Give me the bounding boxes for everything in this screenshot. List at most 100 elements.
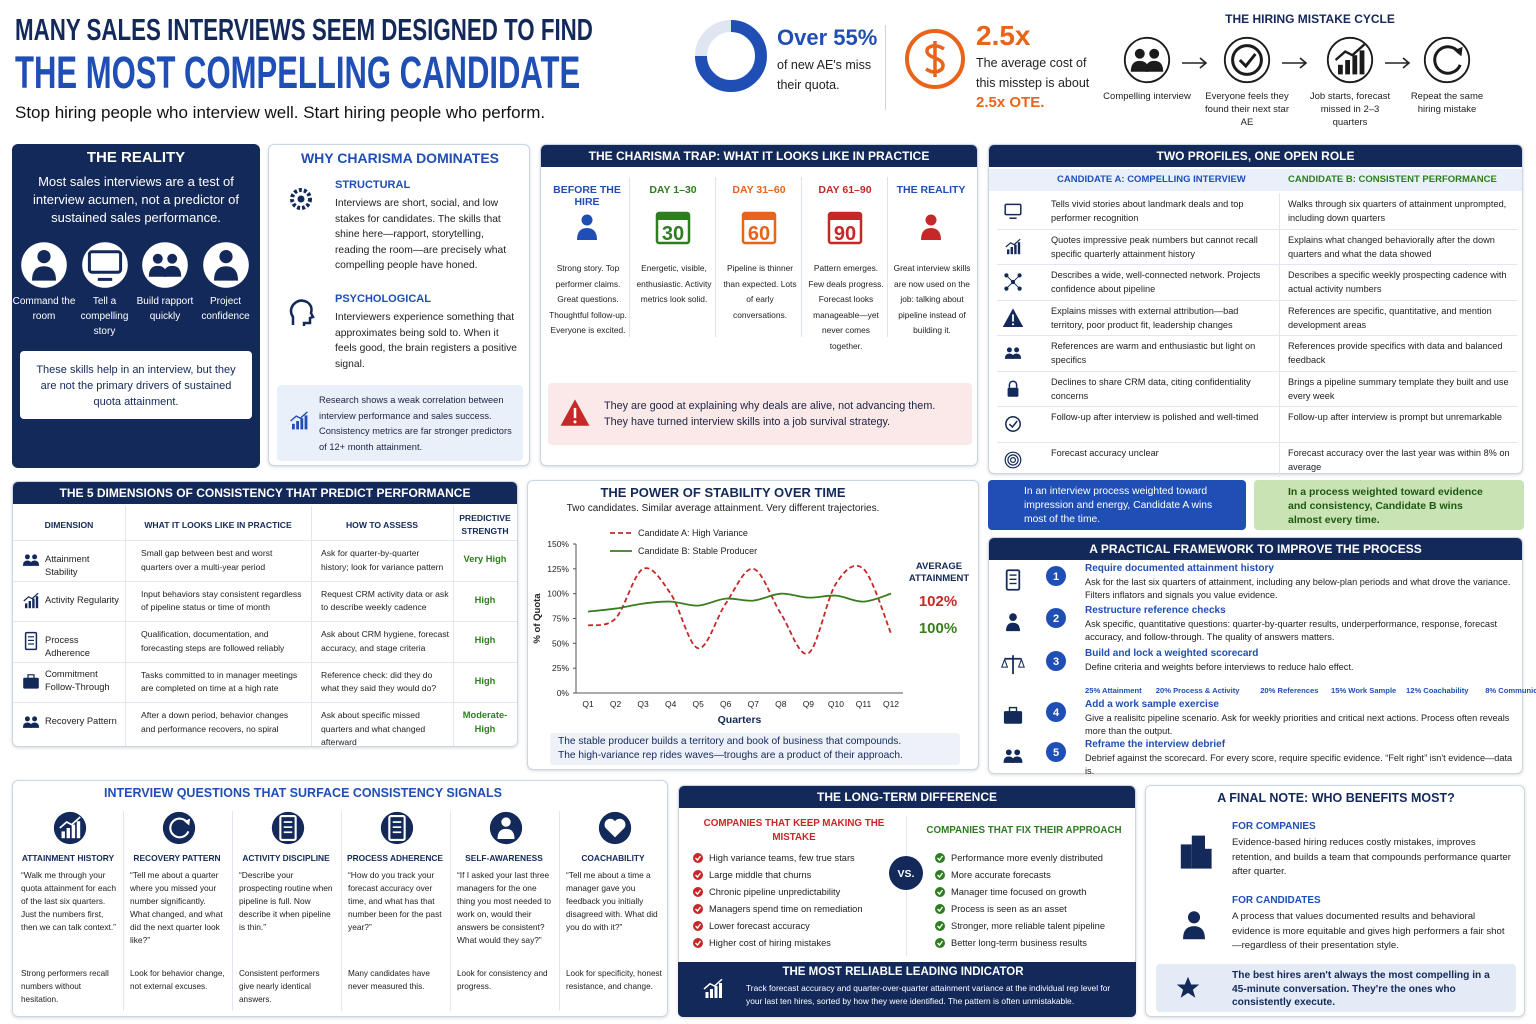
icon bbox=[1326, 36, 1374, 84]
stat-big: 2.5x bbox=[976, 20, 1031, 51]
icon-part bbox=[30, 560, 40, 566]
question-heading: RECOVERY PATTERN bbox=[133, 853, 221, 863]
icon bbox=[289, 299, 315, 326]
row-divider bbox=[13, 702, 517, 703]
icon-part bbox=[501, 817, 511, 827]
bullet bbox=[693, 904, 703, 914]
icon-part bbox=[1205, 848, 1212, 869]
bullet-dot bbox=[693, 870, 703, 880]
icon bbox=[577, 214, 597, 240]
step-number: 4 bbox=[1053, 707, 1060, 719]
icon bbox=[1423, 36, 1471, 84]
icon-part bbox=[32, 266, 56, 281]
profile-a: Declines to share CRM data, citing confi… bbox=[1051, 376, 1251, 401]
step-text: Ask for the last six quarters of attainm… bbox=[1085, 577, 1511, 600]
item-heading: PSYCHOLOGICAL bbox=[335, 293, 431, 305]
icon bbox=[703, 978, 723, 998]
badge-bg bbox=[1046, 651, 1066, 671]
icon-part bbox=[581, 214, 593, 226]
x-tick-label: Q3 bbox=[637, 699, 649, 709]
dollar-ring bbox=[905, 29, 965, 89]
icon-bg bbox=[489, 811, 523, 845]
icon-part bbox=[1010, 456, 1016, 463]
icon-part bbox=[1345, 60, 1350, 75]
vs-badge: VS. bbox=[889, 856, 923, 890]
question-note: Look for behavior change, not external e… bbox=[130, 969, 225, 991]
icon-part bbox=[1134, 48, 1145, 59]
icon-part bbox=[1187, 911, 1201, 924]
verdict-text: In an interview process weighted toward … bbox=[1024, 486, 1213, 525]
icon-part bbox=[23, 592, 39, 601]
bullet-dot bbox=[693, 938, 703, 948]
dollar-glyph bbox=[925, 41, 945, 77]
table-header: PREDICTIVE STRENGTH bbox=[459, 513, 511, 536]
col-divider bbox=[1279, 441, 1280, 477]
profile-b: Forecast accuracy over the last year was… bbox=[1288, 447, 1510, 472]
dimension-desc: Qualification, documentation, and foreca… bbox=[141, 629, 285, 653]
reality-note: These skills help in an interview, but t… bbox=[20, 351, 252, 419]
icon-part bbox=[297, 195, 305, 203]
x-tick-label: Q5 bbox=[693, 699, 705, 709]
question-quote: “Tell me about a time a manager gave you… bbox=[566, 870, 658, 932]
cycle-step: Repeat the same hiring mistake bbox=[1410, 91, 1484, 115]
weight-label: 25% Attainment bbox=[1085, 686, 1142, 695]
icon bbox=[1223, 36, 1271, 84]
icon-part bbox=[1007, 387, 1019, 397]
icon bbox=[380, 811, 414, 845]
icon-part bbox=[1145, 60, 1164, 72]
icon-part bbox=[27, 673, 35, 679]
bullet-dot bbox=[935, 853, 945, 863]
icon bbox=[162, 811, 196, 845]
step-badge: 4 bbox=[1046, 702, 1066, 722]
icon-part bbox=[1008, 420, 1018, 429]
note-text: Research shows a weak correlation betwee… bbox=[319, 395, 512, 452]
list-item: Stronger, more reliable talent pipeline bbox=[951, 921, 1106, 931]
bullet-check bbox=[937, 906, 944, 913]
skill-label: Command the room bbox=[12, 296, 76, 322]
icon-part bbox=[1176, 976, 1200, 998]
step-number: 3 bbox=[1053, 656, 1059, 668]
table-header: DIMENSION bbox=[44, 520, 94, 530]
list-item: Managers spend time on remediation bbox=[709, 904, 863, 914]
icon-ring bbox=[1223, 36, 1271, 84]
bullet bbox=[693, 887, 703, 897]
icon-part bbox=[1014, 244, 1017, 254]
verdict-text: In a process weighted toward evidence an… bbox=[1288, 486, 1483, 526]
bullet bbox=[935, 938, 945, 948]
side-heading: COMPANIES THAT KEEP MAKING THE MISTAKE bbox=[703, 818, 885, 843]
vs-label: VS. bbox=[898, 868, 915, 880]
verdict-a: In an interview process weighted toward … bbox=[988, 480, 1246, 530]
y-axis-label: % of Quota bbox=[532, 593, 543, 644]
step-heading: Restructure reference checks bbox=[1085, 605, 1226, 616]
row-divider bbox=[997, 335, 1517, 336]
bullet-dot bbox=[935, 904, 945, 914]
icon-part bbox=[23, 677, 39, 689]
column-divider bbox=[629, 177, 630, 337]
question-quote: “Walk me through your quota attainment f… bbox=[21, 870, 116, 932]
x-tick-label: Q2 bbox=[610, 699, 622, 709]
bullet-check bbox=[937, 855, 944, 862]
panel-title: THE 5 DIMENSIONS OF CONSISTENCY THAT PRE… bbox=[13, 482, 517, 504]
step-badge: 1 bbox=[1046, 566, 1066, 586]
icon bbox=[1006, 613, 1020, 632]
icon-part bbox=[604, 818, 626, 838]
icon bbox=[81, 242, 128, 288]
bullet bbox=[693, 921, 703, 931]
column-divider bbox=[450, 811, 451, 1011]
icon-part bbox=[1017, 286, 1022, 291]
icon-ring bbox=[1326, 36, 1374, 84]
profile-b: Describes a specific weekly prospecting … bbox=[1288, 270, 1507, 294]
icon-part bbox=[35, 595, 39, 608]
step-heading: Require documented attainment history bbox=[1085, 563, 1274, 574]
bullet-check bbox=[937, 889, 944, 896]
step-badge: 5 bbox=[1046, 742, 1066, 762]
profile-a: Describes a wide, well-connected network… bbox=[1051, 270, 1261, 294]
profile-a: Quotes impressive peak numbers but canno… bbox=[1051, 234, 1258, 259]
bullet bbox=[935, 887, 945, 897]
icon-part bbox=[1191, 835, 1205, 869]
col-divider bbox=[1279, 299, 1280, 335]
row-divider bbox=[997, 299, 1517, 301]
bullet bbox=[935, 904, 945, 914]
icon-part bbox=[24, 716, 30, 722]
x-tick-label: Q8 bbox=[775, 699, 787, 709]
